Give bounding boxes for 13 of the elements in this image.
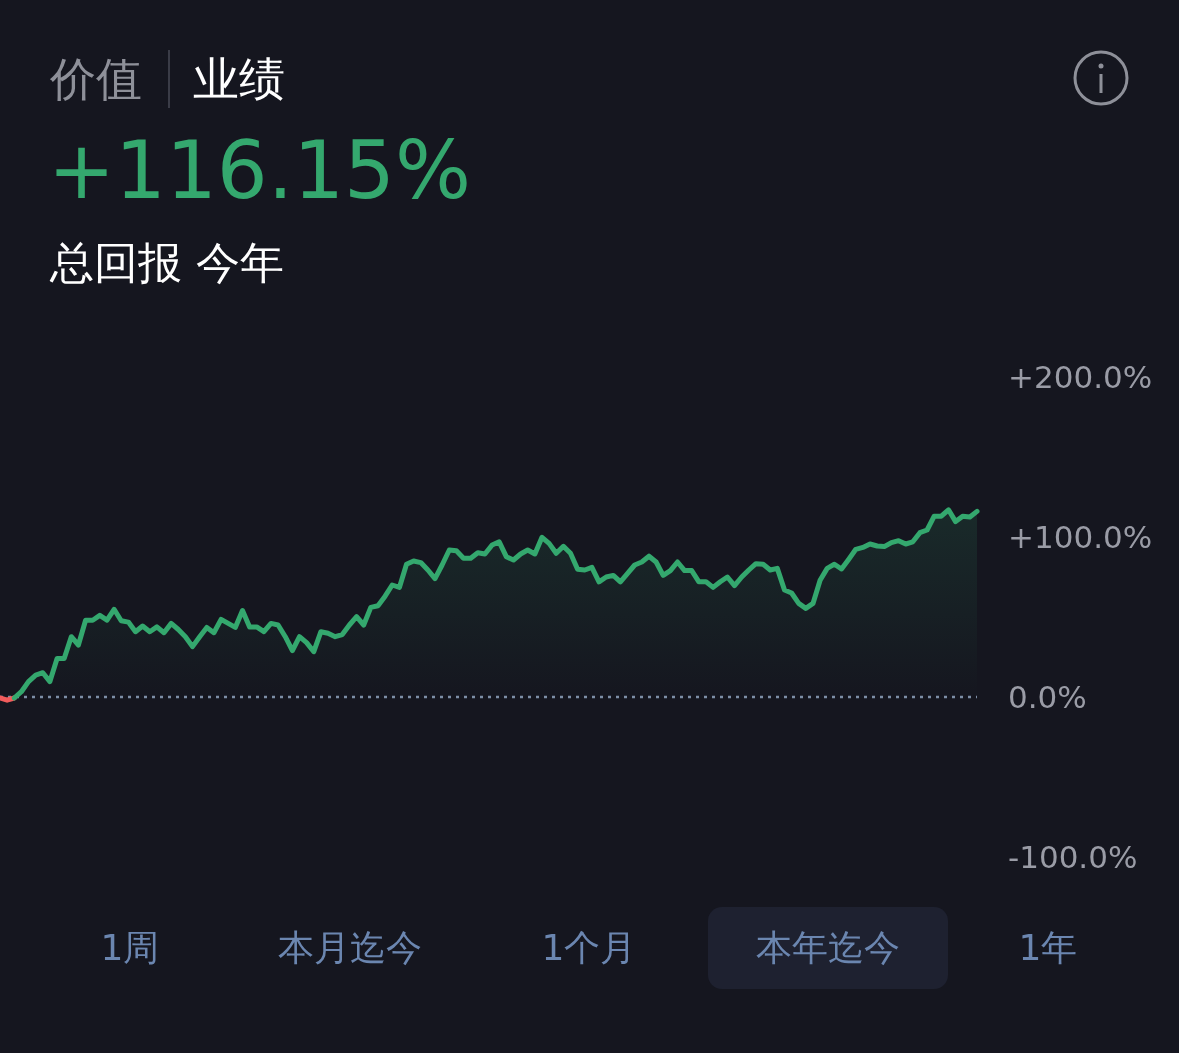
text: 1周 <box>100 927 160 968</box>
text: 价值 <box>49 52 142 106</box>
chart-subtitle: 总回报 今年 <box>49 237 284 288</box>
text: 业绩 <box>193 52 285 106</box>
text: 本月迄今 <box>278 927 422 968</box>
text: 本年迄今 <box>756 927 900 968</box>
y-tick-label: 0.0% <box>1008 679 1087 715</box>
y-tick-label: +100.0% <box>1008 519 1153 555</box>
y-tick-label: -100.0% <box>1008 839 1138 875</box>
chart-title: +116.15% <box>48 124 471 217</box>
text: 1年 <box>1018 927 1078 968</box>
text: 1个月 <box>541 927 637 968</box>
y-tick-label: +200.0% <box>1008 359 1153 395</box>
